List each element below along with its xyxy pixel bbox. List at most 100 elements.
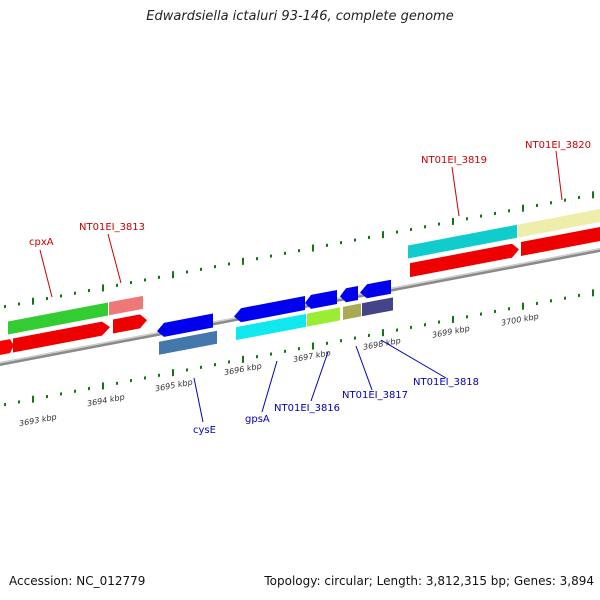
ruler-tick [550,201,552,205]
ruler-tick [424,225,426,229]
gene-arrow-rev [157,313,213,337]
ruler-tick [46,394,48,399]
gene-box-gpsA [236,313,306,341]
ruler-tick [410,227,412,232]
ruler-tick [298,347,300,351]
gene-box-cpxA [8,302,108,335]
top-strand-ticks [4,191,594,309]
ruler-tick [256,354,258,359]
ruler-tick [578,195,580,200]
ruler-label: 3700 kbp [501,312,539,328]
ruler-tick [32,395,34,403]
ruler-tick [438,222,440,226]
ruler-tick [466,217,468,221]
ruler-tick [578,293,580,298]
leader-NT01EI_3816 [310,351,329,402]
ruler-tick [116,283,118,287]
ruler-tick [340,241,342,245]
ruler-tick [564,198,566,202]
page-title: Edwardsiella ictaluri 93-146, complete g… [146,9,454,24]
ruler-tick [396,230,398,234]
gene-box-NT01EI_3819 [408,224,517,259]
ruler-tick [480,312,482,316]
ruler-tick [242,355,244,364]
ruler-tick [368,333,370,338]
ruler-tick [88,386,90,391]
gene-box-cysE [159,330,217,355]
ruler-tick [102,382,104,390]
ruler-tick [340,339,342,343]
accession-text: Accession: NC_012779 [9,574,146,588]
ruler-label: 3696 kbp [224,361,262,377]
ruler-tick [424,323,426,327]
gene-arrow-fwd [113,314,147,334]
ruler-tick [452,315,454,324]
ruler-tick [494,211,496,216]
ruler-tick [60,392,62,396]
ruler-tick [228,262,230,266]
ruler-tick [60,294,62,298]
gene-label-cysE: cysE [193,425,216,436]
gene-box-NT01EI_3818 [362,297,393,317]
ruler-tick [46,296,48,301]
ruler-tick [88,288,90,293]
ruler-tick [522,302,524,310]
ruler-tick [326,243,328,248]
ruler-tick [172,368,174,377]
leader-cysE [193,377,204,423]
gene-arrow-fwd [410,243,519,278]
gene-label-cpxA: cpxA [29,237,54,248]
ruler-tick [284,349,286,354]
ruler-tick [354,238,356,242]
ruler-tick [32,297,34,305]
ruler-label: 3695 kbp [155,377,193,393]
gene-label-NT01EI_3818: NT01EI_3818 [413,377,479,388]
gene-arrow-rev [340,285,358,303]
ruler-tick [396,328,398,332]
ruler-tick [326,341,328,346]
ruler-tick [102,284,104,292]
ruler-tick [200,267,202,272]
leader-NT01EI_3813 [107,233,122,284]
gene-label-gpsA: gpsA [245,414,270,425]
gene-arrow-rev [234,296,305,323]
leader-cpxA [39,249,53,298]
bottom-strand-ticks [4,289,594,407]
ruler-tick [312,342,314,350]
gene-label-NT01EI_3816: NT01EI_3816 [274,403,340,414]
ruler-tick [144,278,146,282]
ruler-label: 3693 kbp [19,412,57,428]
ruler-label: 3694 kbp [87,392,125,408]
ruler-tick [130,378,132,383]
ruler-tick [74,389,76,393]
gene-box-NT01EI_3817 [343,303,361,320]
gene-box-NT01EI_3816 [307,307,340,327]
gene-labels-bottom: cysE gpsA NT01EI_3816 NT01EI_3817 NT01EI… [193,377,479,436]
ruler-tick [592,289,594,297]
ruler-tick [452,217,454,226]
ruler-tick [298,249,300,253]
gene-label-NT01EI_3819: NT01EI_3819 [421,155,487,166]
ruler-tick [200,365,202,370]
ruler-tick [410,325,412,330]
ruler-tick [382,329,384,337]
forward-genes [0,207,600,356]
gene-arrow-rev [305,289,337,309]
leader-NT01EI_3820 [555,150,563,201]
ruler-label: 3698 kbp [363,336,401,352]
ruler-tick [536,301,538,306]
ruler-tick [214,362,216,367]
ruler-tick [564,296,566,300]
ruler-tick [116,381,118,385]
ruler-tick [256,256,258,261]
ruler-tick [4,402,6,407]
ruler-tick [382,231,384,239]
ruler-tick [438,320,440,324]
gene-arrow-fwd [521,225,600,257]
ruler-tick [214,264,216,269]
genome-summary: Topology: circular; Length: 3,812,315 bp… [264,574,594,588]
ruler-tick [466,315,468,319]
ruler-tick [144,376,146,380]
leader-NT01EI_3817 [355,345,373,391]
